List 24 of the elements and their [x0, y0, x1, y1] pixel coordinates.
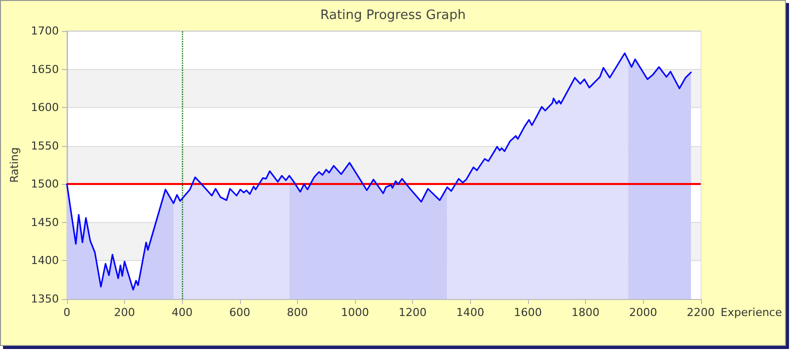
chart-title: Rating Progress Graph [320, 8, 466, 23]
x-tick-label: 2000 [629, 306, 658, 319]
y-tick-label: 1650 [30, 62, 59, 76]
y-tick-label: 1500 [30, 178, 59, 191]
y-tick-label: 1400 [30, 254, 59, 268]
x-tick-label: 1600 [514, 306, 542, 319]
y-tick-label: 1550 [30, 139, 59, 152]
y-tick-label: 1600 [30, 101, 59, 114]
y-tick-label: 1350 [30, 292, 59, 306]
x-tick-label: 0 [63, 306, 70, 319]
x-tick-label: 400 [172, 306, 193, 319]
x-tick-label: 1000 [341, 306, 370, 319]
x-tick-label: 1200 [398, 306, 427, 319]
line-series [66, 52, 692, 291]
y-axis-title: Rating [8, 147, 21, 183]
x-tick-label: 200 [114, 306, 136, 319]
x-axis-title: Experience [720, 306, 782, 319]
x-tick-label: 1800 [572, 306, 600, 319]
x-tick-label: 800 [286, 306, 308, 319]
x-tick-label: 600 [229, 306, 250, 319]
x-tick-label: 1400 [456, 306, 484, 319]
y-tick-label: 1450 [30, 216, 59, 229]
y-tick-label: 1700 [30, 24, 59, 38]
x-tick-label: 2200 [686, 306, 715, 319]
